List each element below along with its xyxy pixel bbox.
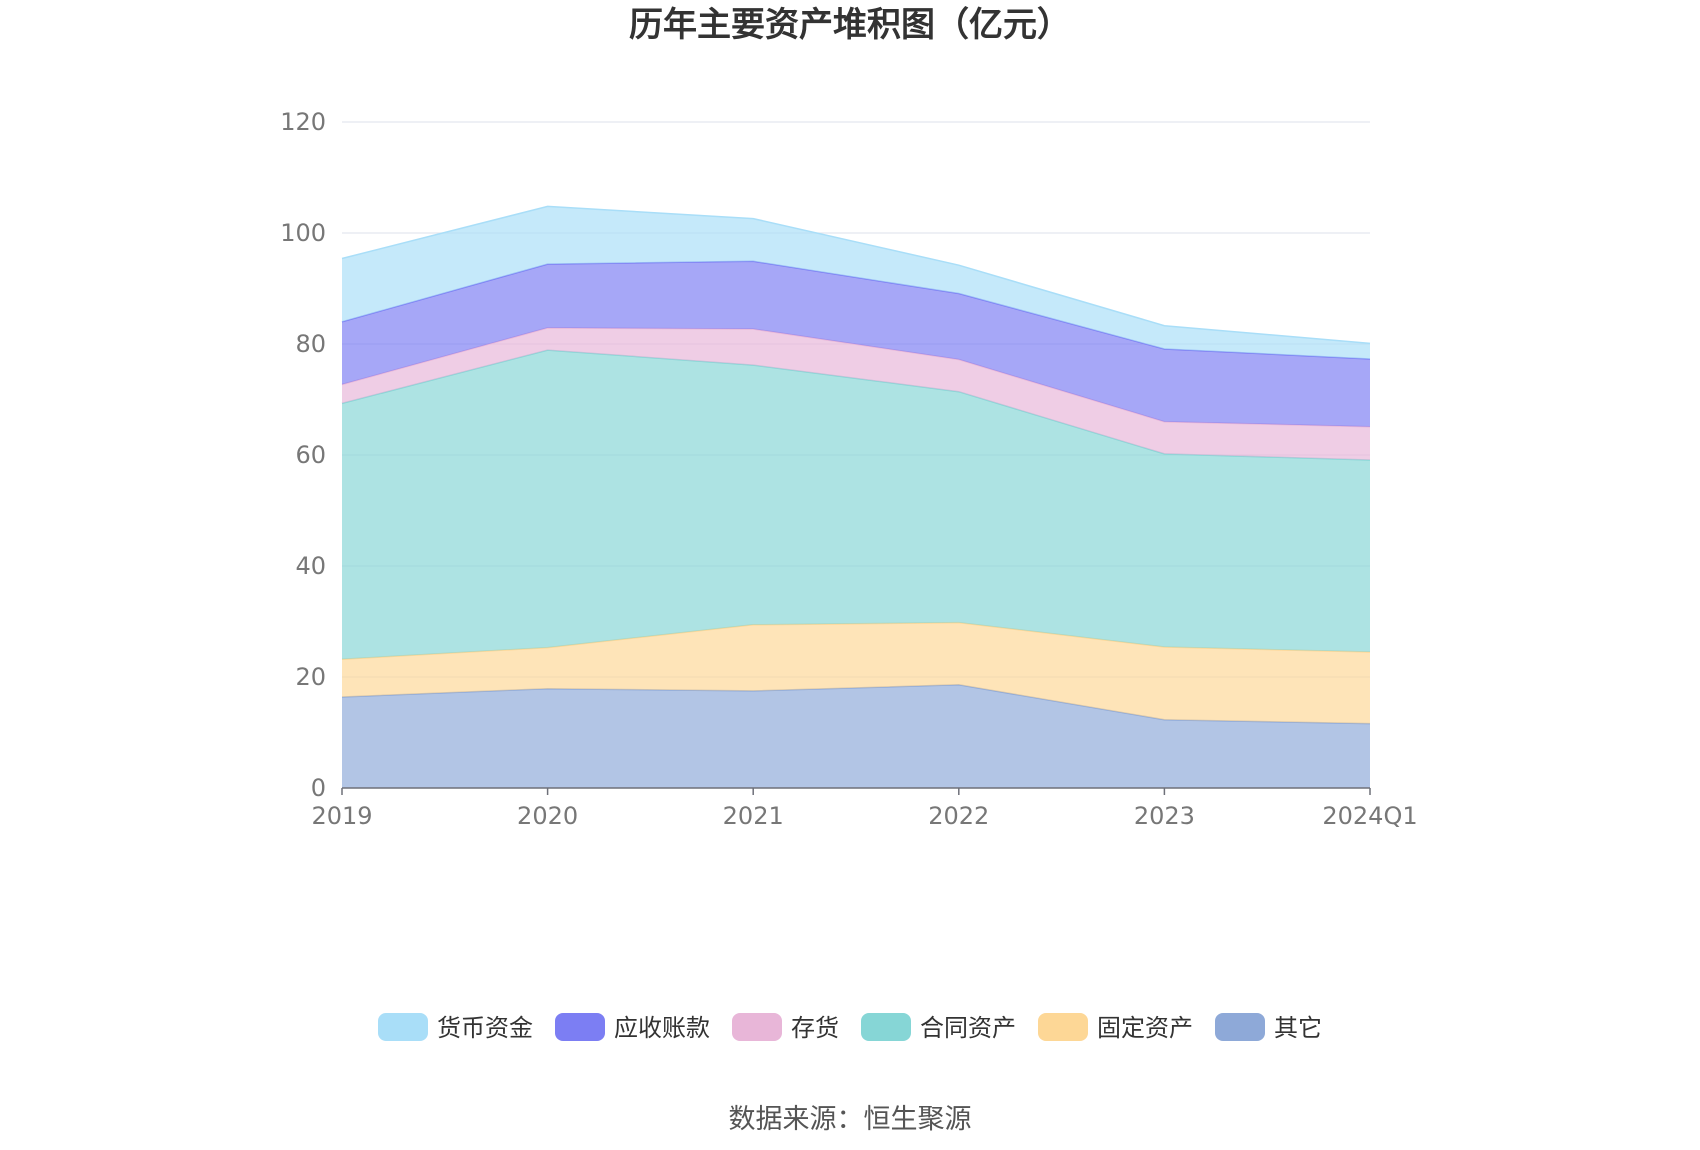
area-series-6-edge: [341, 205, 1371, 345]
x-tick-label: 2019: [311, 802, 372, 830]
area-series-2[interactable]: [342, 622, 1370, 724]
axes: 2019 2020 2021 2022 2023 2024Q1: [311, 787, 1418, 830]
x-tick-label: 2024Q1: [1322, 802, 1417, 830]
legend-swatch: [1215, 1013, 1265, 1041]
area-series-1[interactable]: [342, 684, 1370, 788]
legend-item[interactable]: 固定资产: [1038, 1013, 1193, 1042]
area-series-4[interactable]: [342, 327, 1370, 460]
chart-title: 历年主要资产堆积图（亿元）: [629, 5, 1071, 45]
legend-label: 合同资产: [920, 1014, 1016, 1042]
x-tick-label: 2021: [723, 802, 784, 830]
legend-label: 货币资金: [437, 1014, 533, 1042]
y-tick-label: 100: [280, 219, 326, 247]
source-note: 数据来源：恒生聚源: [729, 1104, 972, 1135]
legend-swatch: [555, 1013, 605, 1041]
legend-item[interactable]: 其它: [1215, 1013, 1322, 1042]
y-tick-label: 80: [295, 330, 326, 358]
x-tick-label: 2023: [1134, 802, 1195, 830]
legend-item[interactable]: 应收账款: [555, 1013, 710, 1042]
legend-item[interactable]: 合同资产: [861, 1013, 1016, 1042]
y-tick-label: 60: [295, 441, 326, 469]
y-tick-label: 40: [295, 552, 326, 580]
legend-label: 存货: [791, 1014, 839, 1042]
area-series-6[interactable]: [342, 206, 1370, 359]
y-tick-label: 120: [280, 108, 326, 136]
area-series-3[interactable]: [342, 350, 1370, 660]
area-series-5[interactable]: [342, 261, 1370, 427]
legend-swatch: [861, 1013, 911, 1041]
legend-item[interactable]: 货币资金: [378, 1013, 533, 1042]
legend-swatch: [378, 1013, 428, 1041]
legend-label: 其它: [1274, 1014, 1322, 1042]
x-tick-label: 2022: [928, 802, 989, 830]
legend-swatch: [732, 1013, 782, 1041]
legend-swatch: [1038, 1013, 1088, 1041]
legend-label: 固定资产: [1097, 1014, 1193, 1042]
x-tick-label: 2020: [517, 802, 578, 830]
y-tick-label: 0: [311, 774, 326, 802]
legend-item[interactable]: 存货: [732, 1013, 839, 1042]
area-series: [341, 205, 1371, 788]
legend-label: 应收账款: [614, 1014, 710, 1042]
legend: 货币资金 应收账款 存货 合同资产 固定资产 其它: [378, 1013, 1322, 1042]
y-tick-label: 20: [295, 663, 326, 691]
